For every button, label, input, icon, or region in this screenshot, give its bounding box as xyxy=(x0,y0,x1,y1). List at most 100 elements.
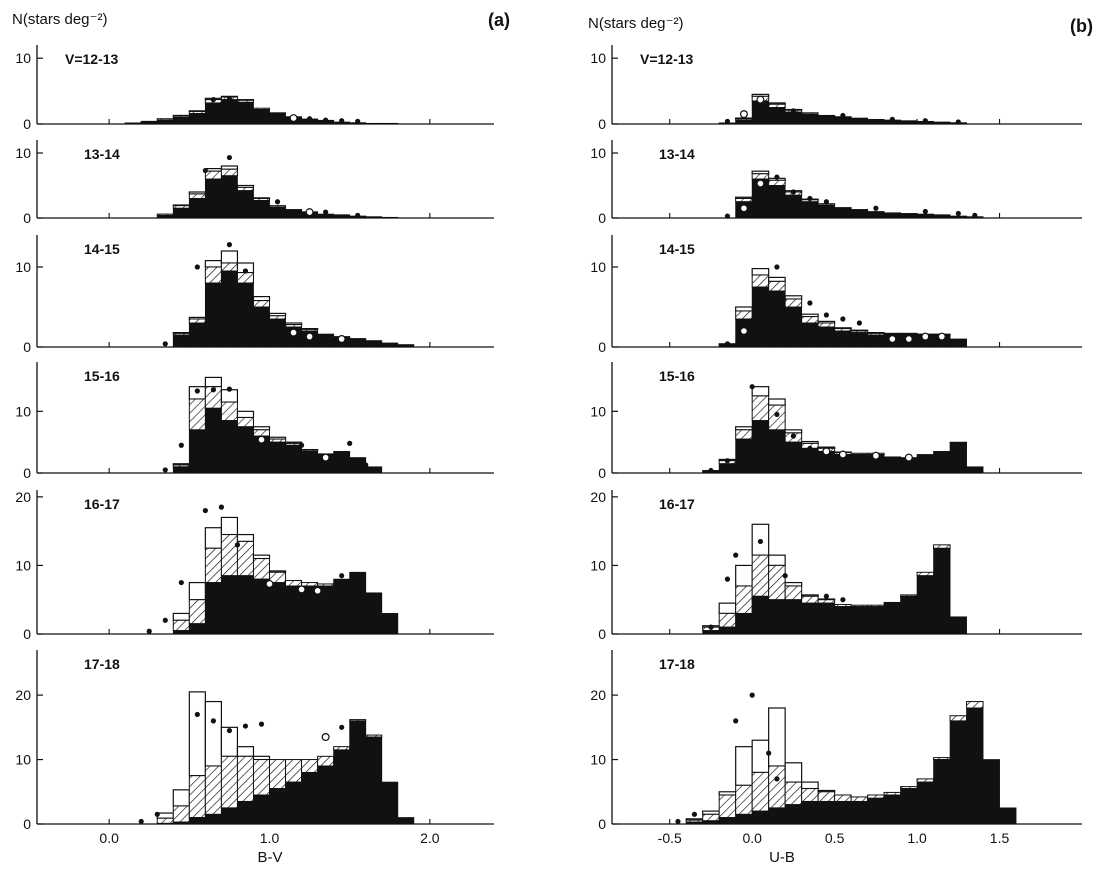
model-point xyxy=(840,112,846,119)
black-bar xyxy=(966,466,984,474)
black-bar xyxy=(333,578,351,635)
model-point xyxy=(708,467,714,474)
y-tick-label: 0 xyxy=(598,116,606,132)
black-bar xyxy=(172,334,190,348)
y-tick-label: 0 xyxy=(598,465,606,481)
hatched-bar xyxy=(718,794,737,819)
model-point xyxy=(774,264,780,270)
hatched-bar xyxy=(204,765,222,815)
hatched-bar xyxy=(188,193,206,199)
black-bar xyxy=(285,444,302,474)
open-bar xyxy=(751,386,770,397)
black-bar xyxy=(301,772,319,825)
hatched-bar xyxy=(188,318,206,324)
open-bar xyxy=(801,781,819,790)
hatched-bar xyxy=(735,310,753,320)
model-point xyxy=(955,119,961,125)
black-bar xyxy=(253,306,270,348)
open-bar xyxy=(735,564,753,587)
open-bar xyxy=(735,306,753,312)
black-bar xyxy=(867,606,885,635)
subplot-b-3: 0 10 14-15 xyxy=(590,235,1082,355)
model-point xyxy=(323,209,329,215)
open-point xyxy=(904,335,913,344)
magnitude-range-label: 17-18 xyxy=(659,656,695,672)
black-bar xyxy=(333,749,351,825)
hatched-bar xyxy=(236,186,254,192)
black-bar xyxy=(269,441,286,474)
hatched-bar xyxy=(801,788,819,802)
model-point xyxy=(774,106,780,113)
black-bar xyxy=(285,585,302,635)
magnitude-range-label: 15-16 xyxy=(659,368,695,384)
hatched-bar xyxy=(850,796,869,802)
black-bar xyxy=(188,623,206,635)
model-point xyxy=(675,818,681,825)
model-point xyxy=(210,387,216,393)
open-point xyxy=(289,328,298,337)
black-bar xyxy=(801,322,819,348)
open-bar xyxy=(768,554,786,567)
subplot-b-5: 0 10 20 16-17 xyxy=(590,489,1082,642)
black-bar xyxy=(718,463,737,474)
black-bar xyxy=(784,194,803,219)
black-bar xyxy=(768,807,786,825)
hatched-bar xyxy=(768,280,786,292)
black-bar xyxy=(751,286,770,348)
black-bar xyxy=(949,720,967,825)
hatched-bar xyxy=(220,534,238,577)
black-bar xyxy=(784,441,803,474)
magnitude-range-label: V=12-13 xyxy=(65,51,119,67)
model-point xyxy=(202,507,208,514)
black-bar xyxy=(269,318,286,348)
subplot-a-5: 0 10 20 16-17 xyxy=(15,489,494,642)
model-point xyxy=(274,199,281,205)
subplot-a-4: 0 10 15-16 xyxy=(15,362,494,481)
hatched-bar xyxy=(933,544,951,549)
subplot-b-2: 0 10 13-14 xyxy=(590,140,1082,226)
open-point xyxy=(904,453,913,462)
model-point xyxy=(873,205,879,211)
hatched-bar xyxy=(236,272,254,284)
open-point xyxy=(305,208,314,217)
y-tick-label: 0 xyxy=(23,816,31,832)
magnitude-range-label: 17-18 xyxy=(84,656,120,672)
black-bar xyxy=(172,207,190,219)
subplot-b-1: 0 10 V=12-13 xyxy=(590,45,1082,132)
model-point xyxy=(347,440,353,446)
hatched-bar xyxy=(735,585,753,614)
subplot-a-3: 0 10 14-15 xyxy=(15,235,494,355)
black-bar xyxy=(817,801,836,825)
hatched-bar xyxy=(768,564,786,601)
model-point xyxy=(355,212,361,218)
black-bar xyxy=(381,613,399,635)
y-tick-label: 10 xyxy=(15,403,31,419)
black-bar xyxy=(768,599,786,635)
hatched-bar xyxy=(220,755,238,809)
black-bar xyxy=(850,801,869,825)
black-bar xyxy=(269,206,286,219)
black-bar xyxy=(850,209,869,219)
black-bar xyxy=(867,118,885,125)
open-point xyxy=(756,179,765,188)
black-bar xyxy=(237,801,254,825)
black-bar xyxy=(883,794,901,825)
black-bar xyxy=(317,765,335,825)
model-point xyxy=(774,776,780,782)
model-point xyxy=(724,118,731,124)
model-point xyxy=(922,208,928,215)
hatched-bar xyxy=(252,300,271,308)
black-bar xyxy=(900,213,918,219)
y-tick-label: 0 xyxy=(23,116,31,132)
black-bar xyxy=(172,466,190,474)
black-bar xyxy=(751,595,770,635)
model-point xyxy=(323,334,329,340)
model-point xyxy=(355,338,361,344)
hatched-bar xyxy=(751,274,770,288)
model-point xyxy=(733,718,739,724)
black-bar xyxy=(269,113,286,125)
black-bar xyxy=(285,781,302,825)
black-bar xyxy=(801,113,819,125)
hatched-bar xyxy=(735,198,753,203)
x-tick-label: 0.0 xyxy=(99,830,119,846)
